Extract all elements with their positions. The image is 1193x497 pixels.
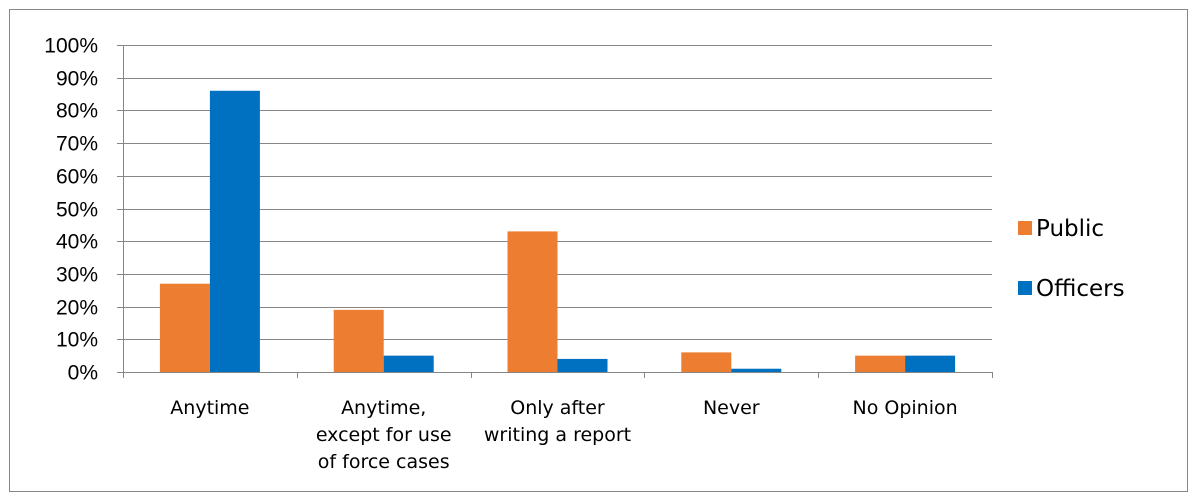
legend-label-officers: Officers (1036, 276, 1125, 302)
y-tick-label: 100% (44, 35, 98, 58)
y-tick-label: 60% (56, 166, 98, 189)
y-tick-label: 0% (68, 362, 98, 385)
bar-officers-3 (731, 368, 782, 372)
y-tick-label: 40% (56, 231, 98, 254)
legend-label-public: Public (1036, 216, 1104, 242)
x-category-label: Only after (510, 397, 605, 419)
y-tick-label: 50% (56, 199, 98, 222)
x-category-label: of force cases (318, 451, 450, 473)
bar-public-2 (507, 231, 558, 372)
bar-officers-4 (905, 355, 956, 372)
x-category-label: Anytime (170, 397, 249, 419)
bar-public-1 (333, 309, 384, 372)
x-category-label: No Opinion (853, 397, 958, 419)
x-category-label: Anytime, (341, 397, 426, 419)
bar-officers-1 (383, 355, 434, 372)
y-tick-label: 80% (56, 100, 98, 123)
y-tick-label: 10% (56, 329, 98, 352)
bar-public-4 (855, 355, 906, 372)
bar-officers-0 (209, 90, 260, 372)
bar-public-3 (681, 352, 732, 372)
y-tick-label: 20% (56, 297, 98, 320)
y-tick-label: 30% (56, 264, 98, 287)
bar-public-0 (159, 283, 210, 372)
legend-swatch-officers (1018, 281, 1032, 295)
x-category-label: Never (703, 397, 760, 419)
x-category-label: except for use (316, 424, 452, 446)
legend-swatch-public (1018, 221, 1032, 235)
bar-officers-2 (557, 358, 608, 372)
y-tick-label: 70% (56, 133, 98, 156)
chart-frame (9, 9, 1188, 492)
y-tick-label: 90% (56, 68, 98, 91)
x-category-label: writing a report (484, 424, 631, 446)
